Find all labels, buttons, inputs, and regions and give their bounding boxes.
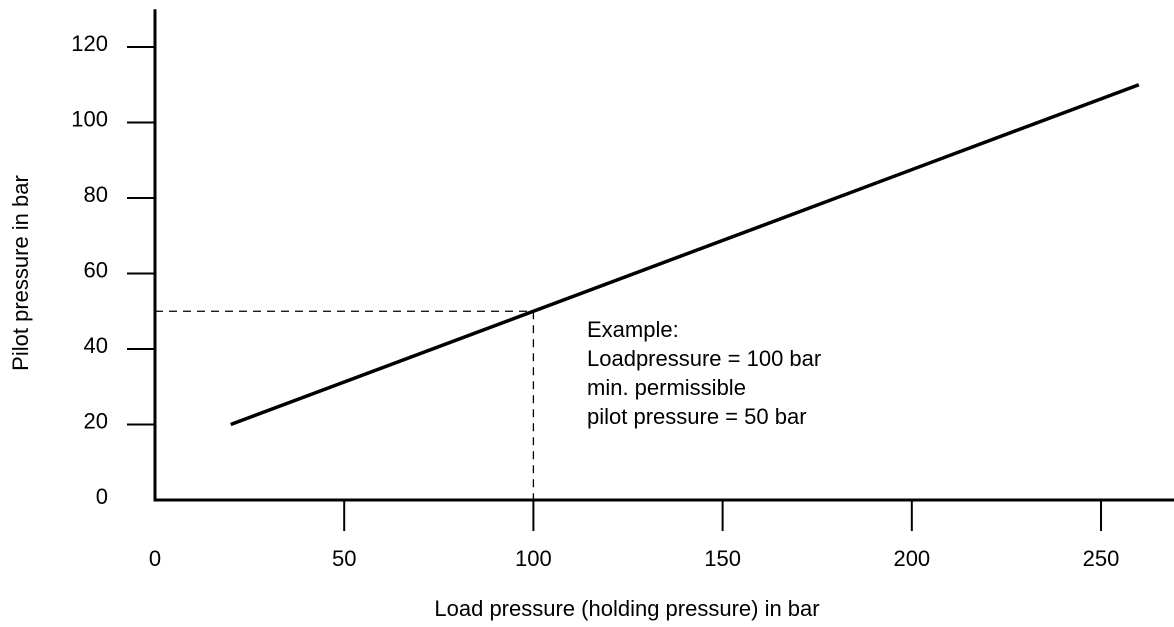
x-tick-label: 150 bbox=[704, 546, 741, 571]
annotation: pilot pressure = 50 bar bbox=[587, 404, 807, 429]
y-tick-label: 20 bbox=[84, 408, 108, 433]
y-tick-label: 80 bbox=[84, 182, 108, 207]
y-tick-label: 120 bbox=[71, 31, 108, 56]
x-tick-label: 50 bbox=[332, 546, 356, 571]
x-tick-label: 0 bbox=[149, 546, 161, 571]
x-tick-label: 200 bbox=[893, 546, 930, 571]
data-line bbox=[230, 83, 1140, 427]
y-tick-label: 60 bbox=[84, 257, 108, 282]
y-tick-label: 100 bbox=[71, 106, 108, 131]
annotation: Example: bbox=[587, 317, 679, 342]
y-tick-label: 40 bbox=[84, 333, 108, 358]
y-tick-label: 0 bbox=[96, 484, 108, 509]
annotation: min. permissible bbox=[587, 375, 746, 400]
x-axis-label: Load pressure (holding pressure) in bar bbox=[434, 596, 819, 621]
annotation: Loadpressure = 100 bar bbox=[587, 346, 821, 371]
x-tick-label: 250 bbox=[1083, 546, 1120, 571]
x-tick-label: 100 bbox=[515, 546, 552, 571]
y-axis-label: Pilot pressure in bar bbox=[8, 175, 33, 371]
